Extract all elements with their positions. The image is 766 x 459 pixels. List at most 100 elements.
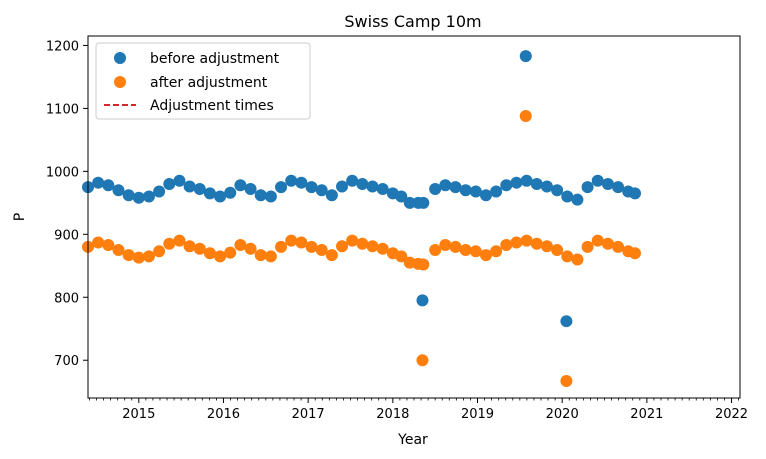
data-point bbox=[264, 190, 277, 203]
data-point bbox=[591, 234, 604, 247]
data-point bbox=[500, 239, 513, 252]
data-point bbox=[285, 234, 298, 247]
y-tick-label: 900 bbox=[54, 228, 79, 243]
data-point bbox=[285, 174, 298, 187]
data-point bbox=[193, 242, 206, 255]
data-point bbox=[459, 184, 472, 197]
data-point bbox=[295, 176, 308, 189]
data-point bbox=[530, 237, 543, 250]
data-point bbox=[449, 240, 462, 253]
data-point bbox=[325, 189, 338, 202]
x-tick-label: 2019 bbox=[461, 407, 494, 422]
data-point bbox=[163, 177, 176, 190]
data-point bbox=[92, 236, 105, 249]
data-point bbox=[193, 182, 206, 195]
data-point bbox=[449, 181, 462, 194]
data-point bbox=[469, 185, 482, 198]
data-point bbox=[92, 176, 105, 189]
x-axis: 2015 2016 2017 2018 2019 2020 2021 2022 bbox=[89, 398, 748, 422]
chart-title: Swiss Camp 10m bbox=[344, 12, 481, 31]
x-tick-label: 2018 bbox=[376, 407, 409, 422]
data-point bbox=[581, 240, 594, 253]
legend-label-adjustment-times: Adjustment times bbox=[150, 98, 274, 114]
x-tick-label: 2016 bbox=[207, 407, 240, 422]
data-point bbox=[132, 191, 145, 204]
data-point bbox=[203, 187, 216, 200]
data-point bbox=[356, 237, 369, 250]
data-point bbox=[629, 247, 642, 260]
x-tick-label: 2022 bbox=[715, 407, 748, 422]
x-tick-label: 2015 bbox=[122, 407, 155, 422]
data-point bbox=[560, 375, 573, 388]
data-point bbox=[336, 240, 349, 253]
data-point bbox=[429, 182, 442, 195]
data-point bbox=[561, 190, 574, 203]
data-point bbox=[173, 174, 186, 187]
data-point bbox=[395, 190, 408, 203]
data-point bbox=[346, 234, 359, 247]
x-tick-label: 2017 bbox=[292, 407, 325, 422]
data-point bbox=[214, 250, 227, 263]
data-point bbox=[376, 182, 389, 195]
data-point bbox=[395, 250, 408, 263]
data-point bbox=[519, 50, 532, 63]
legend-marker-after bbox=[114, 76, 126, 88]
data-point bbox=[275, 240, 288, 253]
data-point bbox=[581, 181, 594, 194]
data-point bbox=[336, 180, 349, 193]
data-point bbox=[561, 250, 574, 263]
data-point bbox=[429, 244, 442, 257]
series-after-adjustment bbox=[82, 109, 642, 388]
data-point bbox=[305, 181, 318, 194]
y-axis: 700 800 900 1000 1100 1200 bbox=[46, 39, 88, 369]
data-point bbox=[183, 180, 196, 193]
x-tick-label: 2021 bbox=[630, 407, 663, 422]
data-point bbox=[612, 181, 625, 194]
y-axis-title: P bbox=[12, 213, 28, 221]
data-point bbox=[629, 187, 642, 200]
data-point bbox=[234, 179, 247, 192]
legend-marker-before bbox=[114, 52, 126, 64]
data-point bbox=[416, 354, 429, 367]
data-point bbox=[459, 244, 472, 257]
data-point bbox=[366, 240, 379, 253]
y-tick-label: 1000 bbox=[46, 165, 79, 180]
data-point bbox=[601, 237, 614, 250]
data-point bbox=[439, 179, 452, 192]
data-point bbox=[112, 184, 125, 197]
data-point bbox=[490, 185, 503, 198]
data-point bbox=[142, 250, 155, 263]
data-point bbox=[601, 177, 614, 190]
data-point bbox=[234, 239, 247, 252]
data-point bbox=[510, 176, 523, 189]
data-point bbox=[315, 184, 328, 197]
data-point bbox=[254, 249, 267, 262]
data-point bbox=[591, 174, 604, 187]
data-point bbox=[510, 236, 523, 249]
data-point bbox=[612, 240, 625, 253]
data-point bbox=[403, 196, 416, 209]
data-point bbox=[356, 177, 369, 190]
series-before-adjustment bbox=[82, 50, 642, 328]
data-point bbox=[275, 181, 288, 194]
data-point bbox=[417, 196, 430, 209]
data-point bbox=[183, 240, 196, 253]
data-point bbox=[416, 294, 429, 307]
data-point bbox=[315, 244, 328, 257]
data-point bbox=[571, 253, 584, 266]
data-point bbox=[417, 258, 430, 271]
data-point bbox=[551, 244, 564, 257]
data-point bbox=[490, 245, 503, 258]
data-point bbox=[203, 247, 216, 260]
data-point bbox=[571, 193, 584, 206]
data-point bbox=[153, 185, 166, 198]
data-point bbox=[540, 240, 553, 253]
data-point bbox=[122, 249, 135, 262]
y-tick-label: 800 bbox=[54, 291, 79, 306]
data-point bbox=[264, 250, 277, 263]
data-point bbox=[173, 234, 186, 247]
data-point bbox=[254, 189, 267, 202]
data-point bbox=[163, 237, 176, 250]
data-point bbox=[540, 180, 553, 193]
